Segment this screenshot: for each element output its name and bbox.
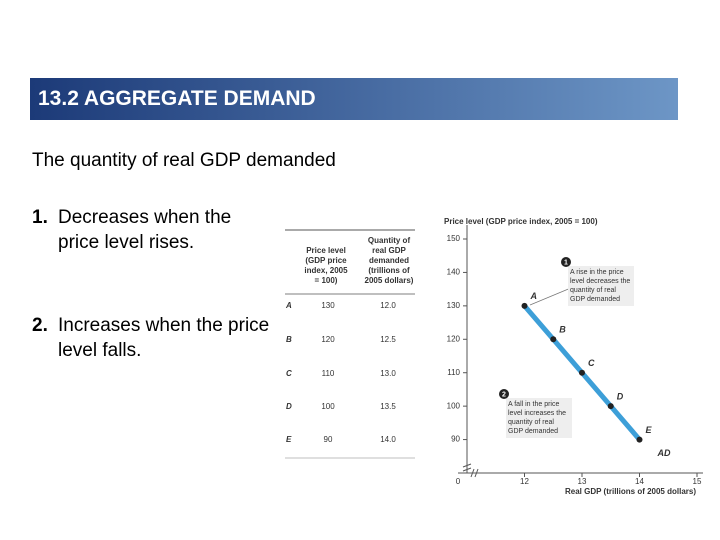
annotation-marker xyxy=(561,257,571,267)
annotation-number: 2 xyxy=(502,391,506,398)
item-number: 1. xyxy=(32,207,48,228)
row-label: E xyxy=(286,435,292,444)
table-cell: 13.5 xyxy=(380,402,396,411)
table-cell: 110 xyxy=(321,369,335,378)
y-axis-title: Price level (GDP price index, 2005 = 100… xyxy=(444,217,598,226)
data-point xyxy=(607,403,614,410)
slide-title: 13.2 AGGREGATE DEMAND xyxy=(30,78,678,120)
x-axis-title: Real GDP (trillions of 2005 dollars) xyxy=(565,487,696,496)
point-label: E xyxy=(646,425,653,435)
y-tick-label: 120 xyxy=(447,334,461,343)
y-tick-label: 100 xyxy=(447,401,461,410)
data-point xyxy=(636,436,643,443)
y-tick-label: 110 xyxy=(447,368,460,377)
annotation-text: A rise in the price level decreases the … xyxy=(568,266,634,306)
list-item: 1. Decreases when the price level rises. xyxy=(32,205,272,255)
table-cell: 12.5 xyxy=(380,335,396,344)
point-label: C xyxy=(588,358,595,368)
row-label: A xyxy=(286,301,292,310)
x-tick-label: 12 xyxy=(520,477,529,486)
point-label: A xyxy=(530,291,538,301)
table-cell: 12.0 xyxy=(380,301,396,310)
item-text: Decreases when the price level rises. xyxy=(58,207,232,253)
list-item: 2. Increases when the price level falls. xyxy=(32,313,272,363)
axis-break xyxy=(462,463,479,478)
column-header: Price level (GDP price index, 2005 = 100… xyxy=(304,246,348,285)
annotation-number: 1 xyxy=(564,259,568,266)
table-cell: 14.0 xyxy=(380,435,396,444)
row-label: C xyxy=(286,369,292,378)
annotation-marker xyxy=(499,389,509,399)
table-cell: 13.0 xyxy=(380,369,396,378)
data-point xyxy=(550,336,557,343)
data-point xyxy=(521,302,528,309)
row-label: B xyxy=(286,335,292,344)
origin-label: 0 xyxy=(456,477,461,486)
series-label: AD xyxy=(657,448,671,458)
annotation-text: A fall in the price level increases the … xyxy=(506,398,572,438)
item-text: Increases when the price level falls. xyxy=(58,315,270,361)
annotation-box: A fall in the price level increases the … xyxy=(506,398,572,438)
y-tick-label: 140 xyxy=(447,268,461,277)
annotation-box: A rise in the price level decreases the … xyxy=(568,266,634,306)
column-header: Quantity of real GDP demanded (trillions… xyxy=(364,236,414,285)
table-cell: 100 xyxy=(321,402,335,411)
item-number: 2. xyxy=(32,315,48,336)
table-cell: 90 xyxy=(323,435,333,444)
y-tick-label: 130 xyxy=(447,301,461,310)
point-label: B xyxy=(559,325,566,335)
x-tick-label: 14 xyxy=(635,477,644,486)
row-label: D xyxy=(286,402,292,411)
intro-text: The quantity of real GDP demanded xyxy=(32,150,336,171)
x-tick-label: 15 xyxy=(693,477,702,486)
point-label: D xyxy=(617,392,624,402)
y-tick-label: 150 xyxy=(447,234,461,243)
x-tick-label: 13 xyxy=(578,477,587,486)
table-cell: 120 xyxy=(321,335,335,344)
data-point xyxy=(579,369,585,376)
table-cell: 130 xyxy=(321,301,335,310)
y-tick-label: 90 xyxy=(451,435,460,444)
